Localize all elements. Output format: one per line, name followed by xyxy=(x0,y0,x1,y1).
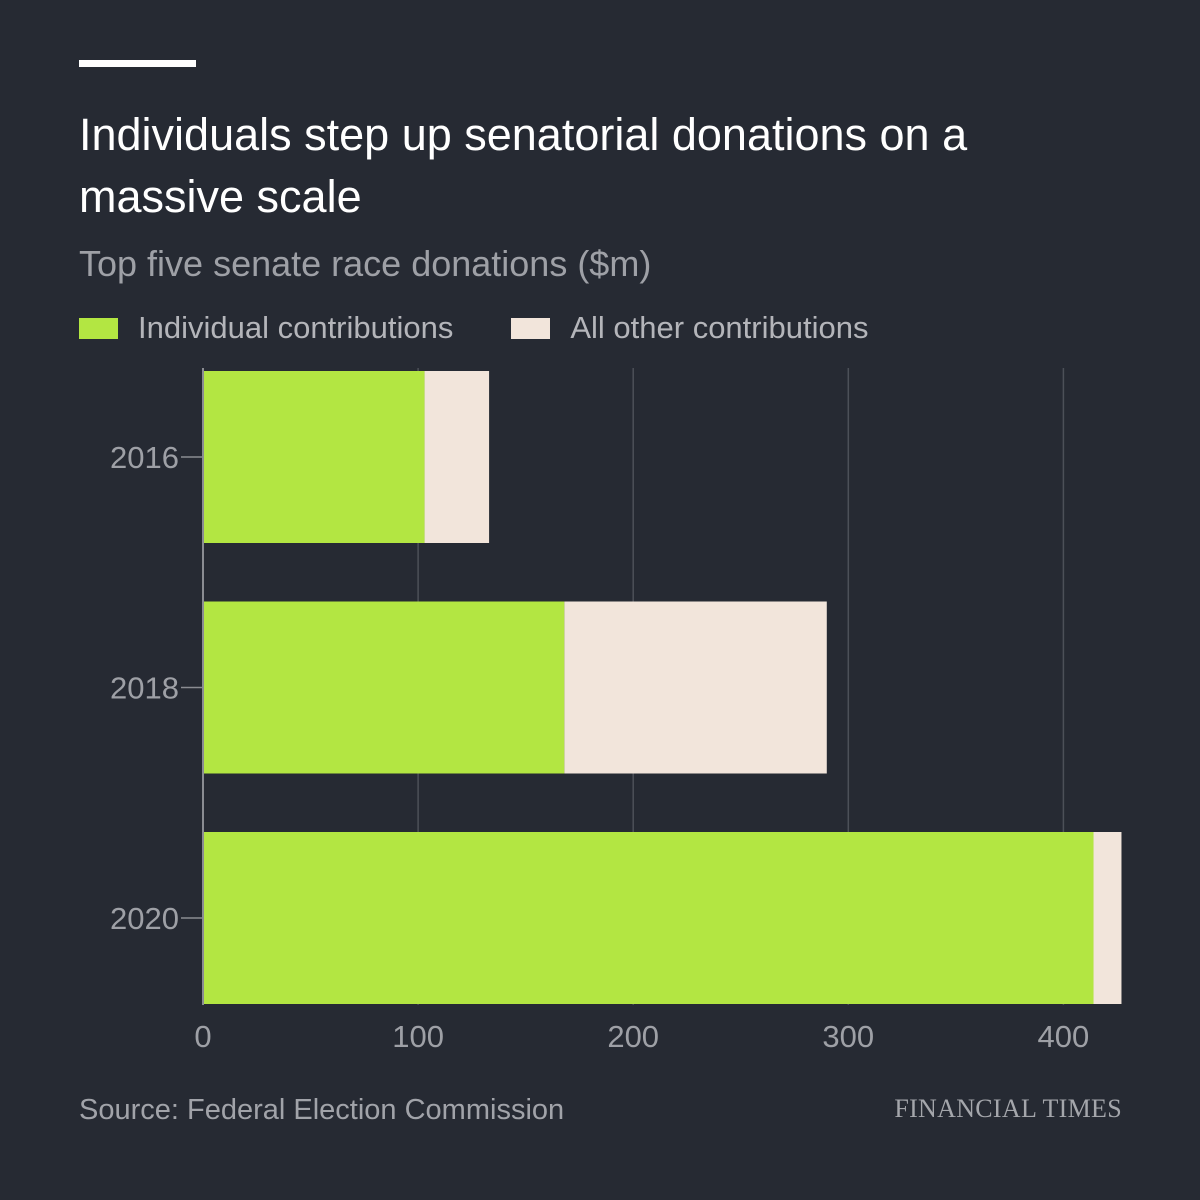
legend-swatch-other xyxy=(511,317,551,339)
x-tick-label-100: 100 xyxy=(392,1019,444,1054)
bar-2020-individual xyxy=(203,832,1094,1004)
bar-2016-other xyxy=(424,371,490,543)
y-tick-label-2018: 2018 xyxy=(110,671,179,706)
legend-item-individual: Individual contributions xyxy=(79,310,453,346)
x-tick-label-0: 0 xyxy=(194,1019,211,1054)
y-tick-label-2020: 2020 xyxy=(110,901,179,936)
y-tick-label-2016: 2016 xyxy=(110,440,179,475)
legend-label-other: All other contributions xyxy=(570,310,869,345)
x-tick-label-200: 200 xyxy=(607,1019,659,1054)
bar-2018-other xyxy=(564,601,827,774)
source-note: Source: Federal Election Commission xyxy=(79,1094,565,1126)
x-tick-label-300: 300 xyxy=(822,1019,874,1054)
legend-label-individual: Individual contributions xyxy=(138,310,454,345)
legend-swatch-individual xyxy=(79,317,118,339)
chart-title: Individuals step up senatorial donations… xyxy=(79,109,968,222)
bar-2018-individual xyxy=(203,601,565,774)
legend-item-other: All other contributions xyxy=(511,310,868,346)
bar-2020-other xyxy=(1093,832,1122,1004)
header-rule xyxy=(79,60,196,67)
brand-logo: FINANCIAL TIMES xyxy=(894,1094,1122,1123)
chart-subtitle: Top five senate race donations ($m) xyxy=(79,243,652,284)
bar-2016-individual xyxy=(203,371,425,543)
legend: Individual contributions All other contr… xyxy=(79,306,926,350)
x-tick-label-400: 400 xyxy=(1038,1019,1090,1054)
